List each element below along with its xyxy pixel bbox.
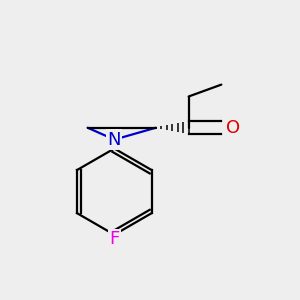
Text: F: F: [109, 230, 119, 248]
Text: N: N: [108, 130, 121, 148]
Text: F: F: [109, 230, 119, 248]
Text: O: O: [226, 119, 240, 137]
